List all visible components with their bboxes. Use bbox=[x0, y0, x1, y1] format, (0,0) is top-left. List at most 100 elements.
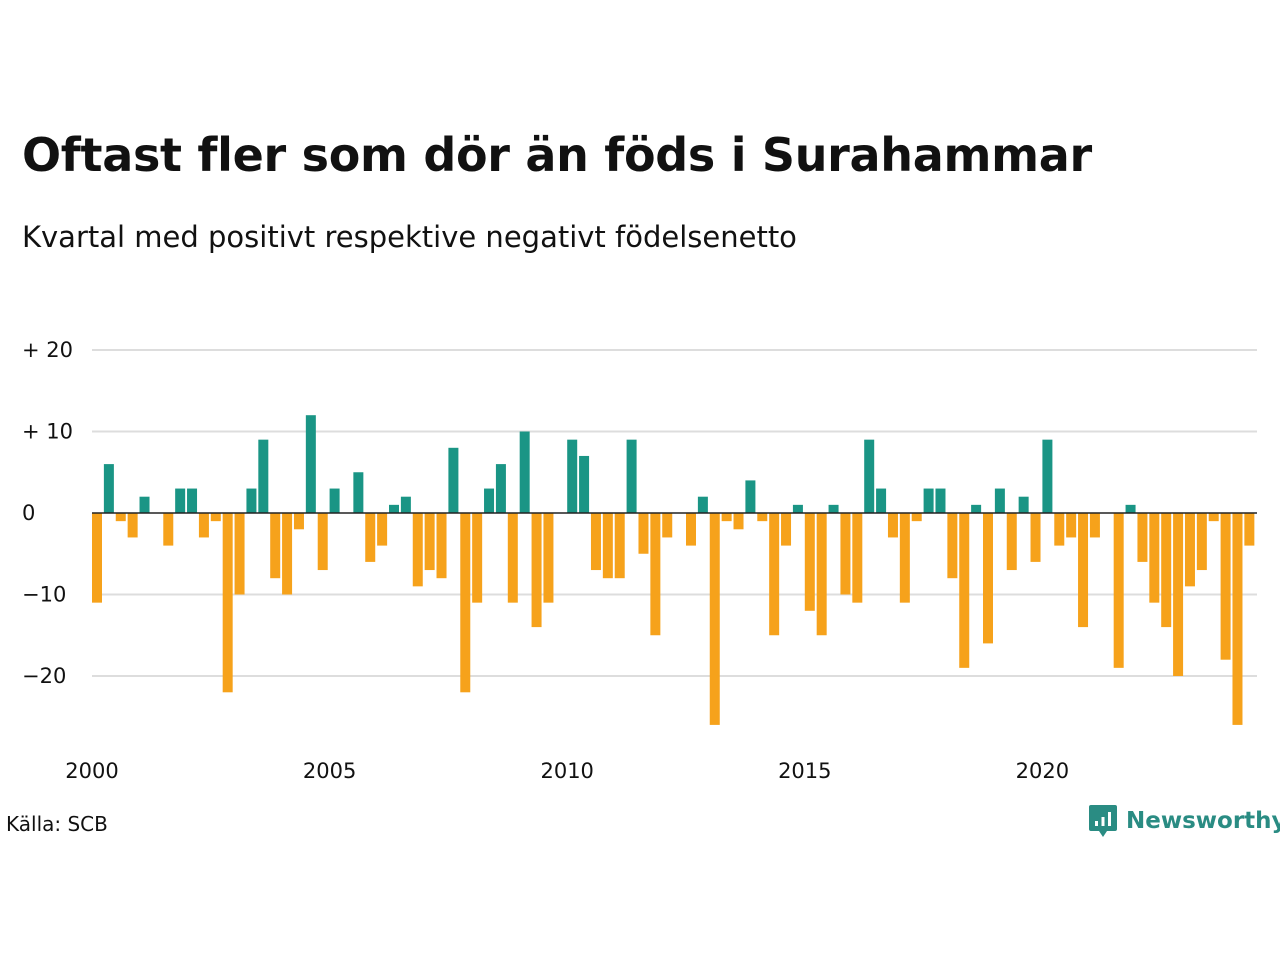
bar-negative bbox=[424, 513, 435, 571]
bar-positive bbox=[971, 504, 982, 513]
bar-negative bbox=[365, 513, 376, 562]
bar-positive bbox=[353, 472, 364, 513]
chart-title: Oftast fler som dör än föds i Surahammar bbox=[22, 128, 1092, 182]
bar-negative bbox=[270, 513, 281, 579]
bar-positive bbox=[175, 488, 186, 513]
newsworthy-logo: Newsworthy bbox=[1088, 803, 1280, 839]
bar-positive bbox=[448, 447, 459, 513]
bar-negative bbox=[1078, 513, 1089, 628]
bar-positive bbox=[389, 504, 399, 513]
bar-negative bbox=[436, 513, 447, 579]
bar-negative bbox=[911, 513, 922, 522]
bar-negative bbox=[1184, 513, 1195, 587]
bar-negative bbox=[757, 513, 768, 522]
axes: + 20 + 10 0 −10 −20 2000 2005 2010 2015 2020 bbox=[22, 338, 1257, 783]
bar-positive bbox=[495, 464, 506, 513]
bar-negative bbox=[602, 513, 613, 579]
bar-positive bbox=[305, 415, 316, 513]
bar-positive bbox=[329, 488, 340, 513]
y-tick-label: −20 bbox=[22, 664, 66, 688]
bar-positive bbox=[828, 504, 839, 513]
bar-negative bbox=[769, 513, 780, 636]
bar-negative bbox=[460, 513, 471, 693]
bar-negative bbox=[543, 513, 554, 603]
bar-positive bbox=[1125, 504, 1136, 513]
bar-negative bbox=[531, 513, 542, 628]
y-tick-label: 0 bbox=[22, 501, 35, 525]
bar-negative bbox=[781, 513, 792, 546]
bar-negative bbox=[983, 513, 993, 644]
source-note: Källa: SCB bbox=[6, 812, 108, 836]
bar-negative bbox=[507, 513, 518, 603]
bar-negative bbox=[115, 513, 126, 522]
bar-positive bbox=[697, 496, 708, 513]
bar-positive bbox=[626, 439, 637, 513]
bar-negative bbox=[282, 513, 293, 595]
bar-positive bbox=[579, 455, 590, 513]
bar-positive bbox=[567, 439, 578, 513]
bar-negative bbox=[733, 513, 744, 530]
bar-negative bbox=[662, 513, 673, 538]
x-tick-label: 2000 bbox=[65, 759, 118, 783]
bar-negative bbox=[198, 513, 209, 538]
bar-negative bbox=[852, 513, 863, 603]
x-tick-label: 2005 bbox=[303, 759, 356, 783]
brand-name: Newsworthy bbox=[1126, 808, 1280, 834]
bar-positive bbox=[519, 431, 530, 513]
bar-positive bbox=[139, 496, 150, 513]
bar-negative bbox=[1232, 513, 1243, 725]
newsworthy-logo-icon bbox=[1089, 805, 1117, 837]
bar-negative bbox=[709, 513, 720, 725]
bar-negative bbox=[686, 513, 696, 546]
bar-negative bbox=[1196, 513, 1207, 571]
bar-negative bbox=[1208, 513, 1219, 522]
bar-negative bbox=[721, 513, 732, 522]
bar-negative bbox=[1244, 513, 1255, 546]
bar-positive bbox=[103, 464, 114, 513]
bar-positive bbox=[400, 496, 411, 513]
x-tick-label: 2010 bbox=[540, 759, 593, 783]
bar-negative bbox=[317, 513, 328, 571]
bar-negative bbox=[1113, 513, 1124, 668]
bar-negative bbox=[899, 513, 910, 603]
bar-negative bbox=[1149, 513, 1160, 603]
y-tick-label: −10 bbox=[22, 583, 66, 607]
bar-negative bbox=[222, 513, 233, 693]
x-tick-label: 2015 bbox=[778, 759, 831, 783]
bar-positive bbox=[792, 504, 803, 513]
bar-negative bbox=[816, 513, 827, 636]
bar-negative bbox=[1030, 513, 1041, 562]
bar-negative bbox=[614, 513, 625, 579]
bar-negative bbox=[234, 513, 245, 595]
bar-negative bbox=[1137, 513, 1148, 562]
bar-chart: + 20 + 10 0 −10 −20 2000 2005 2010 2015 2020 bbox=[22, 338, 1257, 783]
bar-negative bbox=[210, 513, 221, 522]
bar-negative bbox=[377, 513, 388, 546]
bar-negative bbox=[1089, 513, 1100, 538]
bar-negative bbox=[1173, 513, 1184, 676]
bar-negative bbox=[127, 513, 138, 538]
bar-negative bbox=[1054, 513, 1065, 546]
x-tick-label: 2020 bbox=[1016, 759, 1069, 783]
bar-negative bbox=[840, 513, 851, 595]
bar-positive bbox=[745, 480, 756, 513]
bar-negative bbox=[472, 513, 483, 603]
bar-positive bbox=[1018, 496, 1029, 513]
bar-positive bbox=[935, 488, 946, 513]
bar-negative bbox=[650, 513, 661, 636]
bar-negative bbox=[947, 513, 958, 579]
bar-negative bbox=[887, 513, 898, 538]
bar-positive bbox=[864, 439, 875, 513]
bar-negative bbox=[590, 513, 601, 571]
bar-positive bbox=[994, 488, 1005, 513]
bar-positive bbox=[187, 488, 198, 513]
bar-positive bbox=[923, 488, 934, 513]
bar-negative bbox=[1161, 513, 1172, 628]
bar-negative bbox=[92, 513, 102, 603]
bar-positive bbox=[1042, 439, 1053, 513]
bars bbox=[92, 415, 1255, 725]
bar-negative bbox=[1006, 513, 1017, 571]
chart-subtitle: Kvartal med positivt respektive negativt… bbox=[22, 220, 797, 254]
bar-positive bbox=[876, 488, 887, 513]
bar-negative bbox=[1220, 513, 1231, 660]
